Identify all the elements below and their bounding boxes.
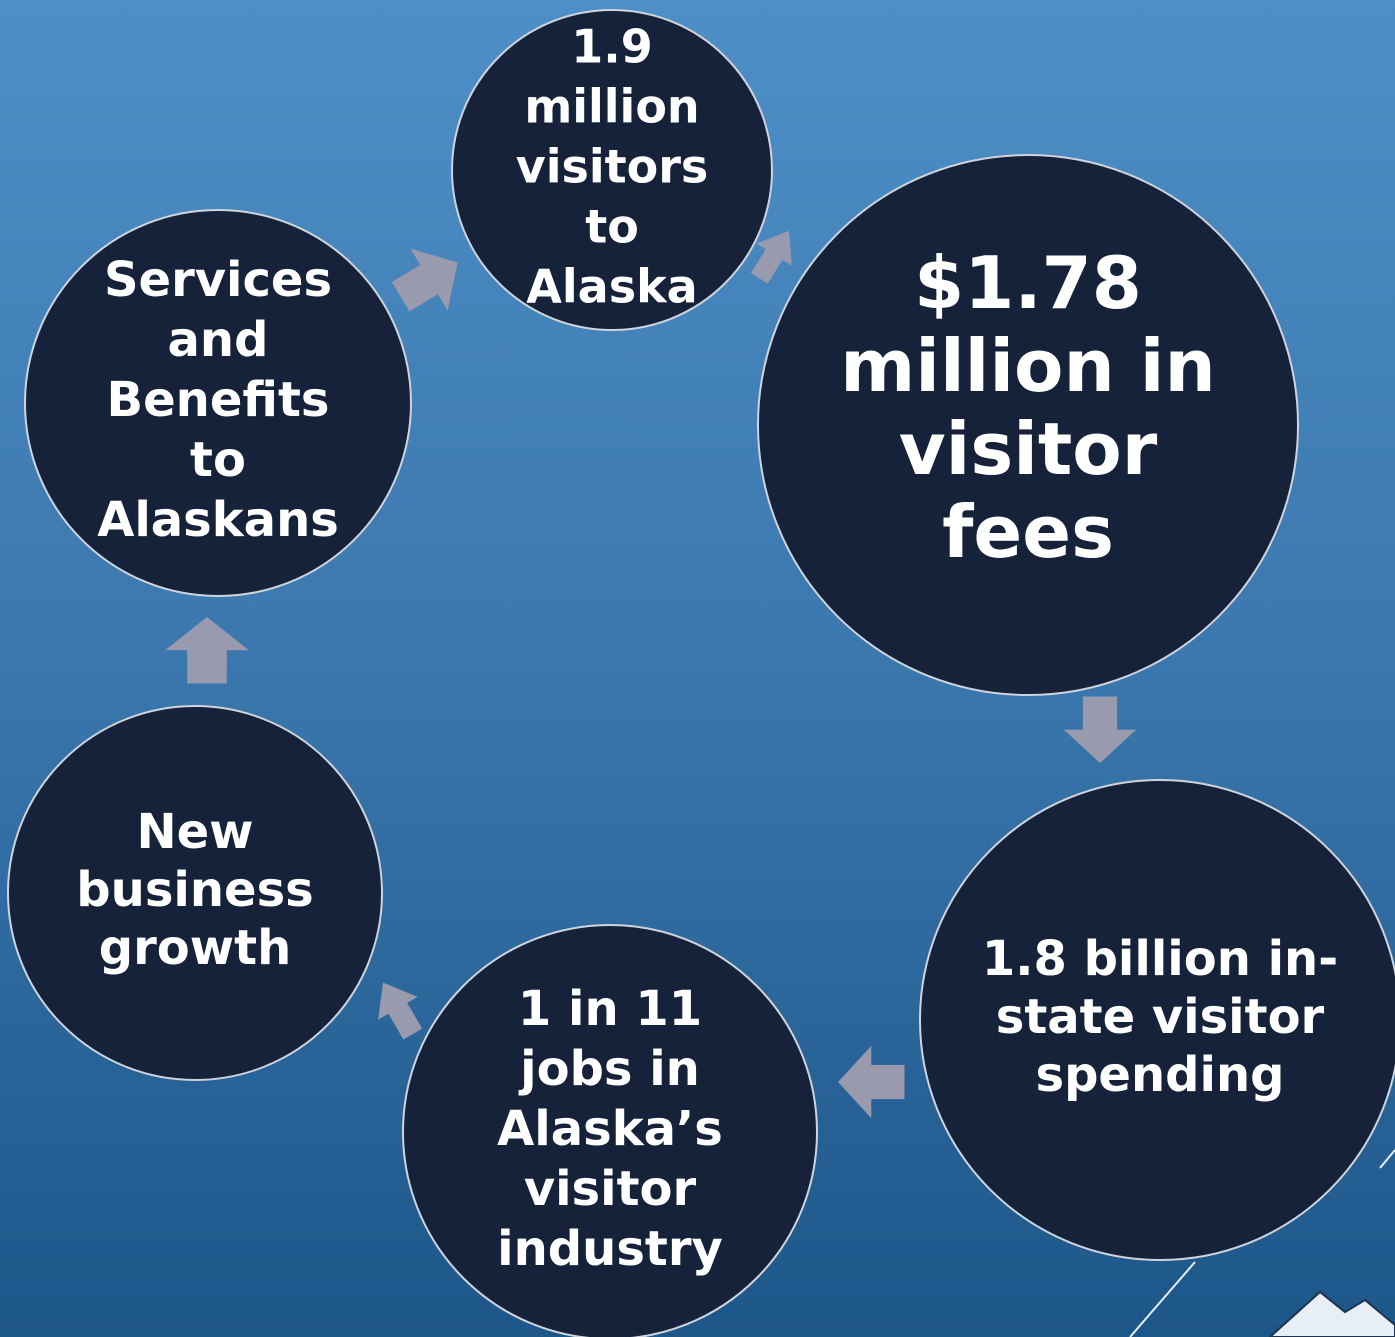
node-label: Services [104, 252, 332, 308]
node-label: Benefits [107, 372, 330, 428]
node-label: million in [840, 324, 1215, 408]
decor-line [1379, 1149, 1395, 1169]
node-circle [757, 154, 1299, 696]
node-label: growth [99, 920, 291, 976]
node-label: jobs in [518, 1041, 700, 1097]
node-label: Alaska [526, 260, 697, 314]
node-label: New [136, 804, 253, 860]
node-label: 1 in 11 [518, 981, 702, 1037]
decor-line [1129, 1261, 1196, 1337]
node-label: 1.8 billion in- [982, 931, 1338, 987]
arrow [391, 248, 458, 312]
node-label: $1.78 [914, 241, 1142, 325]
node-label: business [76, 862, 313, 918]
node-label: visitors [516, 140, 709, 194]
arrow [750, 230, 792, 284]
arrow [378, 982, 423, 1040]
node-circle [402, 924, 818, 1337]
node-label: and [168, 312, 269, 368]
mountain-logo [1268, 1290, 1395, 1337]
node-label: visitor [524, 1161, 697, 1217]
node-label: industry [497, 1221, 723, 1277]
node-circle [7, 705, 383, 1081]
node-label: spending [1036, 1047, 1285, 1103]
arrow [165, 616, 249, 684]
node-circle [24, 209, 412, 597]
node: 1.9 million visitors to Alaska [451, 9, 773, 331]
node-label: to [585, 200, 639, 254]
node-label: state visitor [996, 989, 1325, 1045]
node-label: visitor [899, 407, 1158, 491]
node-label: fees [942, 490, 1114, 574]
node-circle [451, 9, 773, 331]
node-label: Alaska’s [497, 1101, 723, 1157]
node-label: 1.9 [571, 20, 653, 74]
node-label: million [524, 80, 699, 134]
node-circle [919, 779, 1395, 1261]
node-label: to [190, 432, 246, 488]
node-label: Alaskans [97, 492, 339, 548]
